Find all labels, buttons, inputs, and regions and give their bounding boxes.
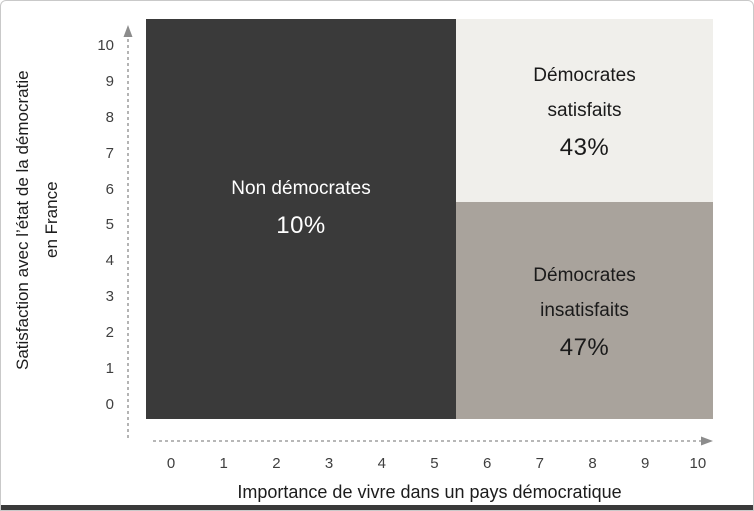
x-axis-dashed-arrow-icon [153, 436, 713, 446]
y-axis-dashed-arrow-icon [123, 25, 133, 438]
y-tick: 0 [105, 395, 114, 413]
y-tick: 10 [97, 37, 114, 54]
x-tick: 4 [377, 455, 386, 472]
y-axis-label-line2: en France [41, 181, 61, 259]
x-tick: 5 [430, 455, 439, 472]
y-tick: 3 [105, 288, 114, 306]
y-tick: 1 [105, 360, 114, 378]
x-axis-label: Importance de vivre dans un pays démocra… [237, 482, 622, 502]
region-non-democrates: Non démocrates 10% [146, 19, 456, 419]
y-axis-ticks: 10 9 8 7 6 5 4 3 2 1 0 [76, 35, 114, 416]
y-tick: 7 [105, 144, 114, 162]
region-democrates-insatisfaits: Démocrates insatisfaits 47% [456, 202, 713, 419]
region-democrates-satisfaits: Démocrates satisfaits 43% [456, 19, 713, 202]
y-tick: 6 [105, 180, 114, 198]
x-tick: 7 [535, 455, 544, 472]
region-value: 43% [559, 133, 610, 161]
region-label: Démocrates insatisfaits [533, 265, 636, 321]
y-tick: 2 [105, 324, 114, 342]
x-axis-ticks: 0 1 2 3 4 5 6 7 8 9 10 [156, 453, 713, 475]
x-tick: 3 [324, 455, 334, 472]
x-tick: 10 [689, 455, 707, 472]
x-tick: 9 [641, 455, 650, 472]
y-axis-label-line1: Satisfaction avec l’état de la démocrati… [13, 70, 32, 370]
x-tick: 0 [166, 455, 176, 472]
region-value: 10% [276, 212, 326, 240]
region-value: 47% [559, 333, 610, 361]
y-tick: 9 [105, 72, 114, 90]
y-tick: 5 [105, 216, 114, 234]
bottom-border [1, 505, 753, 510]
y-tick: 4 [105, 252, 114, 270]
x-tick: 8 [588, 455, 597, 472]
x-tick: 1 [219, 455, 228, 472]
y-tick: 8 [105, 108, 114, 126]
x-tick: 6 [482, 455, 492, 472]
y-axis-label: Satisfaction avec l’état de la démocrati… [9, 19, 67, 421]
x-tick: 2 [272, 455, 281, 472]
region-label: Non démocrates [231, 177, 371, 199]
region-label: Démocrates satisfaits [533, 65, 636, 121]
